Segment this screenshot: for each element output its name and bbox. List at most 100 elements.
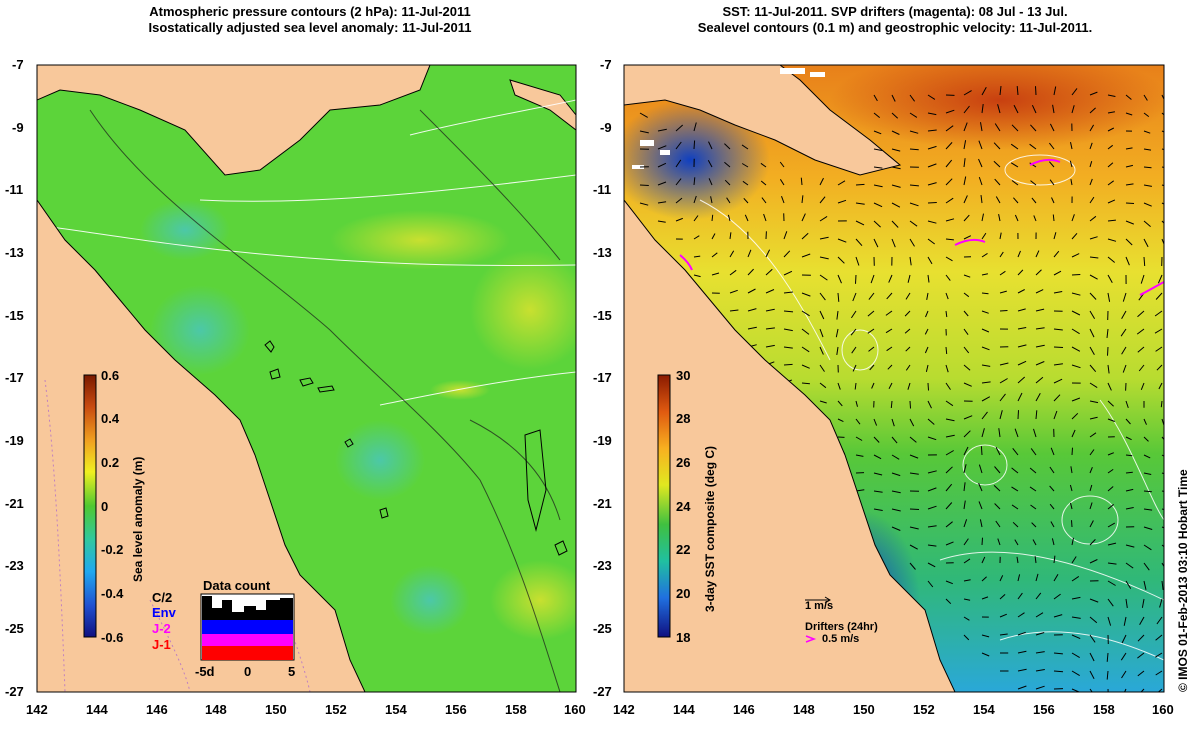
velocity-arrow: [1106, 670, 1109, 680]
velocity-arrow: [963, 274, 971, 278]
velocity-arrow: [945, 109, 955, 114]
velocity-arrow: [1143, 562, 1150, 571]
velocity-arrow: [905, 364, 911, 371]
velocity-arrow: [978, 140, 983, 150]
velocity-arrow: [1070, 141, 1073, 150]
velocity-arrow: [855, 274, 857, 284]
velocity-arrow: [1137, 634, 1145, 642]
velocity-arrow: [781, 196, 785, 204]
velocity-arrow: [711, 214, 714, 222]
velocity-arrow: [1050, 447, 1055, 456]
velocity-arrow: [927, 544, 937, 547]
velocity-arrow: [1070, 466, 1073, 474]
velocity-arrow: [1016, 556, 1019, 564]
velocity-arrow: [639, 184, 649, 186]
velocity-arrow: [1125, 202, 1135, 204]
velocity-arrow: [1125, 598, 1128, 608]
velocity-arrow: [711, 252, 718, 258]
velocity-arrow: [1035, 344, 1045, 348]
velocity-arrow: [891, 418, 895, 427]
velocity-arrow: [1017, 360, 1027, 366]
velocity-arrow: [945, 382, 951, 390]
left-lat-tick: -25: [5, 621, 24, 636]
velocity-arrow: [927, 202, 937, 204]
velocity-arrow: [999, 362, 1009, 366]
sla-colorbar-tick: 0.4: [101, 411, 120, 426]
sst-colorbar-tick: 18: [676, 630, 691, 645]
velocity-arrow: [905, 292, 911, 300]
velocity-arrow: [945, 521, 953, 528]
velocity-arrow: [1143, 166, 1152, 169]
velocity-arrow: [1107, 238, 1117, 242]
velocity-arrow: [1071, 616, 1081, 619]
velocity-arrow: [1070, 502, 1073, 510]
velocity-arrow: [835, 328, 839, 338]
velocity-arrow: [761, 197, 767, 204]
velocity-arrow: [1071, 292, 1081, 296]
velocity-arrow: [1107, 616, 1112, 626]
velocity-arrow: [945, 502, 953, 510]
velocity-arrow: [980, 195, 983, 204]
velocity-arrow: [979, 519, 983, 528]
velocity-arrow: [1014, 428, 1019, 438]
velocity-arrow: [1011, 180, 1019, 186]
velocity-arrow: [978, 176, 983, 186]
velocity-arrow: [693, 195, 697, 204]
velocity-arrow: [783, 363, 793, 366]
velocity-arrow: [891, 202, 901, 208]
velocity-arrow: [891, 238, 896, 248]
velocity-arrow: [1107, 199, 1116, 204]
velocity-arrow: [1089, 91, 1098, 96]
velocity-arrow: [779, 179, 785, 186]
velocity-arrow: [1089, 670, 1095, 680]
velocity-arrow: [1071, 670, 1080, 677]
velocity-arrow: [1107, 542, 1117, 546]
velocity-arrow: [1155, 670, 1163, 676]
velocity-arrow: [693, 255, 701, 258]
velocity-arrow: [1071, 447, 1073, 456]
velocity-arrow: [783, 231, 788, 240]
velocity-arrow: [1143, 580, 1147, 590]
velocity-arrow: [1053, 555, 1056, 564]
velocity-arrow: [1053, 291, 1063, 294]
right-lat-tick: -17: [593, 370, 612, 385]
velocity-arrow: [1035, 410, 1038, 420]
velocity-arrow: [1143, 454, 1151, 459]
velocity-arrow: [927, 129, 937, 132]
velocity-arrow: [819, 400, 827, 404]
velocity-arrow: [1107, 418, 1115, 422]
velocity-arrow: [1107, 292, 1111, 302]
velocity-arrow: [801, 213, 806, 222]
velocity-arrow: [1107, 468, 1114, 474]
velocity-arrow: [1017, 250, 1021, 258]
velocity-arrow: [994, 466, 1001, 474]
velocity-arrow: [1107, 562, 1117, 565]
velocity-arrow: [693, 235, 700, 240]
velocity-arrow: [981, 104, 984, 114]
velocity-arrow: [1033, 215, 1037, 222]
drifter-scale-label: 0.5 m/s: [822, 633, 860, 645]
velocity-arrow: [999, 310, 1008, 312]
velocity-arrow: [675, 178, 682, 186]
australia-land: [37, 199, 366, 692]
velocity-arrow: [837, 256, 845, 264]
velocity-arrow: [1143, 508, 1153, 511]
velocity-arrow: [945, 238, 954, 241]
velocity-arrow: [819, 364, 825, 372]
velocity-arrow: [1029, 467, 1037, 474]
left-lat-tick: -7: [12, 57, 24, 72]
velocity-arrow: [801, 364, 810, 369]
velocity-arrow: [999, 378, 1008, 384]
right-lat-tick: -23: [593, 558, 612, 573]
velocity-arrow: [999, 290, 1007, 294]
velocity-arrow: [905, 346, 911, 352]
velocity-arrow: [909, 436, 917, 443]
velocity-arrow: [1161, 220, 1164, 224]
velocity-arrow: [1161, 490, 1164, 492]
velocity-arrow: [867, 328, 875, 334]
velocity-arrow: [963, 122, 968, 132]
velocity-arrow: [819, 177, 824, 186]
velocity-arrow: [995, 446, 1001, 456]
velocity-arrow: [850, 328, 857, 336]
velocity-arrow: [1071, 397, 1081, 402]
